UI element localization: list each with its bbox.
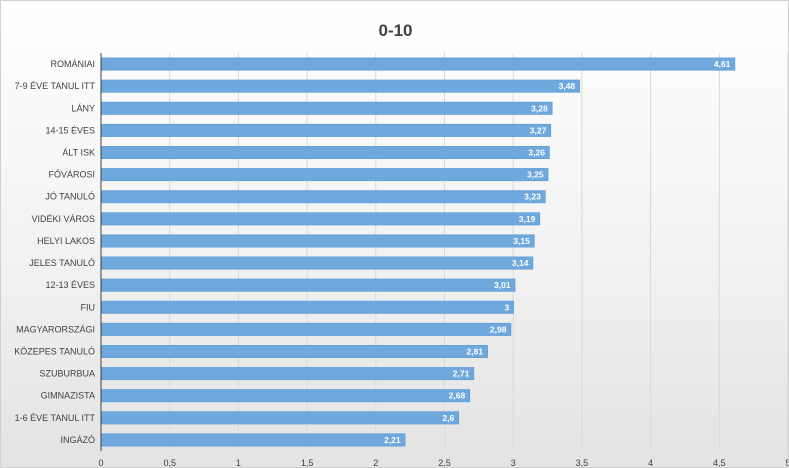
- bar: [101, 433, 406, 447]
- bar: [101, 190, 546, 204]
- x-tick-label: 5: [785, 458, 788, 467]
- x-tick-label: 0,5: [163, 458, 176, 467]
- category-label: MAGYARORSZÁGI: [16, 324, 95, 334]
- axes: 0 0,5 1 1,5 2 2,5 3 3,5 4 4,5 5 ROMÁNIAI 7-9 ÉVE TAN…: [14, 53, 788, 467]
- category-label: ÁLT ISK: [62, 148, 95, 158]
- bar: [101, 168, 549, 182]
- data-label: 3,27: [530, 125, 547, 135]
- category-label: 1-6 ÉVE TANUL ITT: [15, 413, 96, 423]
- data-label: 3,14: [512, 258, 529, 268]
- category-label: FŐVÁROSI: [48, 170, 95, 180]
- data-label: 3,28: [531, 103, 548, 113]
- x-tick-label: 2,5: [438, 458, 451, 467]
- bar: [101, 345, 488, 358]
- category-label: LÁNY: [71, 103, 95, 113]
- category-label: 14-15 ÉVES: [45, 125, 95, 135]
- category-label: GIMNAZISTA: [41, 391, 95, 401]
- category-label: SZUBURBUA: [39, 369, 95, 379]
- category-label: ROMÁNIAI: [50, 59, 95, 69]
- bar: [101, 212, 541, 226]
- x-tick-label: 1: [236, 458, 241, 467]
- bar: [101, 146, 550, 159]
- bar: [101, 256, 534, 270]
- chart-title: 0-10: [378, 21, 413, 40]
- data-label: 2,21: [384, 435, 401, 445]
- x-tick-label: 3: [511, 458, 516, 467]
- data-label: 3,26: [528, 148, 545, 158]
- bar: [101, 57, 736, 71]
- bar: [101, 79, 580, 93]
- x-tick-label: 3,5: [576, 458, 589, 467]
- category-label: 12-13 ÉVES: [45, 280, 95, 290]
- bar: [101, 389, 471, 403]
- data-label: 3: [504, 302, 509, 312]
- data-label: 2,71: [453, 369, 470, 379]
- category-label: INGÁZÓ: [60, 435, 95, 445]
- bar: [101, 367, 475, 381]
- bar: [101, 278, 516, 292]
- category-label: FIU: [81, 302, 96, 312]
- bar: [101, 322, 512, 336]
- data-label: 3,48: [559, 81, 576, 91]
- data-label: 3,25: [527, 170, 544, 180]
- data-label: 3,01: [494, 280, 511, 290]
- bar: [101, 300, 515, 314]
- bar: [101, 101, 553, 115]
- x-tick-label: 1,5: [301, 458, 314, 467]
- bar: [101, 234, 535, 248]
- data-label: 3,19: [519, 214, 536, 224]
- bar: [101, 411, 460, 425]
- category-label: HELYI LAKOS: [37, 236, 95, 246]
- grid-lines: [169, 53, 788, 451]
- x-tick-label: 4,5: [713, 458, 726, 467]
- category-label: 7-9 ÉVE TANUL ITT: [15, 81, 96, 91]
- data-label: 2,6: [442, 413, 454, 423]
- x-tick-label: 0: [98, 458, 103, 467]
- x-tick-label: 4: [648, 458, 653, 467]
- bar: [101, 123, 552, 137]
- data-label: 3,23: [524, 192, 541, 202]
- data-label: 3,15: [513, 236, 530, 246]
- x-tick-label: 2: [373, 458, 378, 467]
- data-label: 4,61: [714, 59, 731, 69]
- bars: 4,61 3,48 3,28 3,27 3,26 3,25 3,23 3,19 3,15 3,14…: [101, 57, 736, 447]
- category-label: VIDÉKI VÁROS: [31, 214, 95, 224]
- category-label: JELES TANULÓ: [29, 258, 95, 268]
- category-label: JÓ TANULÓ: [45, 192, 95, 202]
- data-label: 2,98: [490, 324, 507, 334]
- data-label: 2,68: [449, 391, 466, 401]
- data-label: 2,81: [467, 347, 484, 357]
- category-label: KÖZEPES TANULÓ: [14, 347, 95, 357]
